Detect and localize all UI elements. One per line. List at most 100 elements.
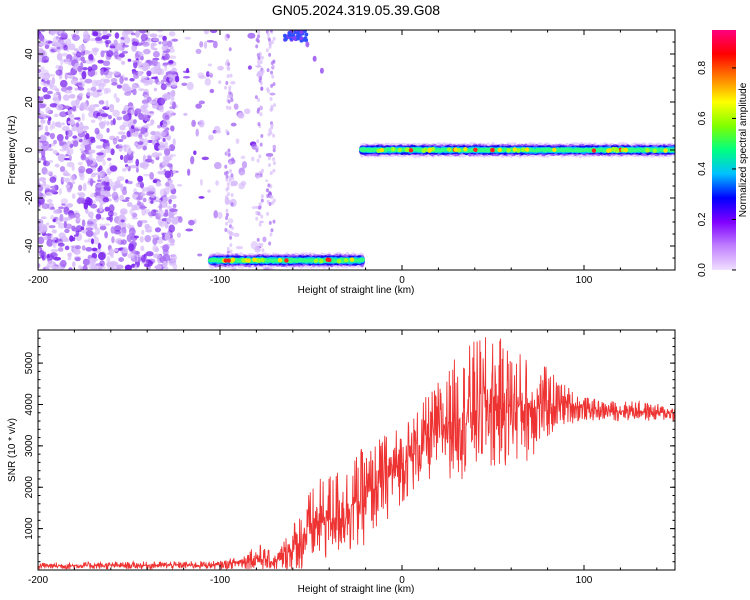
noise-dot xyxy=(255,44,259,49)
noise-dot xyxy=(40,119,46,123)
noise-dot xyxy=(233,103,239,110)
noise-dot xyxy=(117,131,126,135)
noise-dot xyxy=(224,195,228,200)
noise-dot xyxy=(195,48,202,54)
noise-dot xyxy=(171,38,179,42)
noise-dot xyxy=(118,213,126,222)
noise-dot xyxy=(134,191,140,195)
noise-dot xyxy=(228,105,232,110)
noise-dot xyxy=(159,221,166,228)
noise-dot xyxy=(121,232,126,238)
noise-dot xyxy=(255,210,259,215)
band-core xyxy=(241,258,246,263)
noise-dot xyxy=(225,174,229,179)
noise-dot xyxy=(80,56,85,62)
noise-dot xyxy=(230,193,234,198)
noise-dot xyxy=(62,94,70,101)
noise-dot xyxy=(112,137,118,145)
noise-dot xyxy=(88,54,94,62)
noise-dot xyxy=(120,183,124,192)
noise-dot xyxy=(105,100,109,109)
noise-dot xyxy=(127,180,133,185)
noise-dot xyxy=(41,203,50,210)
noise-dot xyxy=(172,203,177,208)
noise-dot xyxy=(124,91,132,96)
noise-dot xyxy=(257,56,261,61)
noise-dot xyxy=(85,230,94,238)
noise-dot xyxy=(132,133,139,137)
noise-dot xyxy=(41,55,50,63)
noise-dot xyxy=(121,226,127,235)
noise-dot xyxy=(59,79,68,88)
noise-dot xyxy=(228,168,232,173)
noise-dot xyxy=(40,103,47,107)
noise-dot xyxy=(270,228,274,233)
noise-dot xyxy=(71,181,76,185)
noise-dot xyxy=(170,253,177,262)
noise-dot xyxy=(72,105,77,112)
noise-dot xyxy=(167,217,172,224)
colorbar-ticks: 0.0 0.2 0.4 0.6 0.8 xyxy=(697,61,736,277)
noise-dot xyxy=(42,160,51,167)
noise-dot xyxy=(223,85,227,90)
noise-dot xyxy=(148,100,157,105)
noise-dot xyxy=(240,155,246,160)
noise-dot xyxy=(132,71,140,80)
noise-dot xyxy=(268,241,272,246)
noise-dot xyxy=(81,245,86,251)
noise-dot xyxy=(144,223,150,230)
noise-dot xyxy=(227,148,231,153)
noise-dot xyxy=(66,150,71,155)
noise-dot xyxy=(272,168,276,173)
noise-dot xyxy=(112,70,120,76)
noise-dot xyxy=(58,138,63,147)
noise-dot xyxy=(271,64,275,69)
noise-dot xyxy=(140,193,146,197)
noise-dot xyxy=(98,265,106,270)
noise-dot xyxy=(100,113,109,117)
noise-dot xyxy=(164,53,170,61)
band-core xyxy=(336,259,342,264)
noise-dot xyxy=(120,134,127,140)
noise-dot xyxy=(141,254,146,263)
noise-dot xyxy=(50,248,59,253)
snr-ticks: -200 -100 0 100 1000 2000 3000 4000 5000 xyxy=(24,329,675,586)
aliased-dot xyxy=(319,67,324,74)
noise-dot xyxy=(144,109,150,115)
noise-dot xyxy=(150,130,157,136)
noise-dot xyxy=(135,30,140,38)
noise-dot xyxy=(93,236,100,245)
noise-dot xyxy=(73,212,81,219)
band-core xyxy=(652,148,658,153)
noise-dot xyxy=(140,33,148,42)
noise-dot xyxy=(164,182,170,187)
band-core xyxy=(524,147,530,152)
aliased-dot xyxy=(292,36,297,41)
noise-dot xyxy=(103,87,109,95)
noise-dot xyxy=(186,81,194,91)
noise-dot xyxy=(64,245,70,251)
noise-dot xyxy=(208,72,212,75)
noise-dot xyxy=(74,87,79,91)
noise-dot xyxy=(51,237,57,241)
noise-dot xyxy=(169,194,177,200)
noise-dot xyxy=(53,96,60,106)
noise-dot xyxy=(44,131,50,136)
noise-dot xyxy=(48,160,54,163)
band-core xyxy=(252,257,257,262)
noise-dot xyxy=(207,189,211,193)
noise-dot xyxy=(90,119,96,123)
noise-dot xyxy=(257,211,261,216)
noise-dot xyxy=(47,148,54,152)
x-tick-label: -100 xyxy=(210,575,230,586)
band-core xyxy=(446,147,452,152)
noise-dot xyxy=(272,133,276,138)
aliased-dot xyxy=(312,55,317,62)
noise-dot xyxy=(38,47,44,55)
noise-dot xyxy=(126,223,131,229)
noise-dot xyxy=(95,213,102,220)
noise-dot xyxy=(90,86,97,92)
noise-dot xyxy=(198,100,205,105)
noise-dot xyxy=(256,72,260,77)
noise-dot xyxy=(162,155,171,162)
